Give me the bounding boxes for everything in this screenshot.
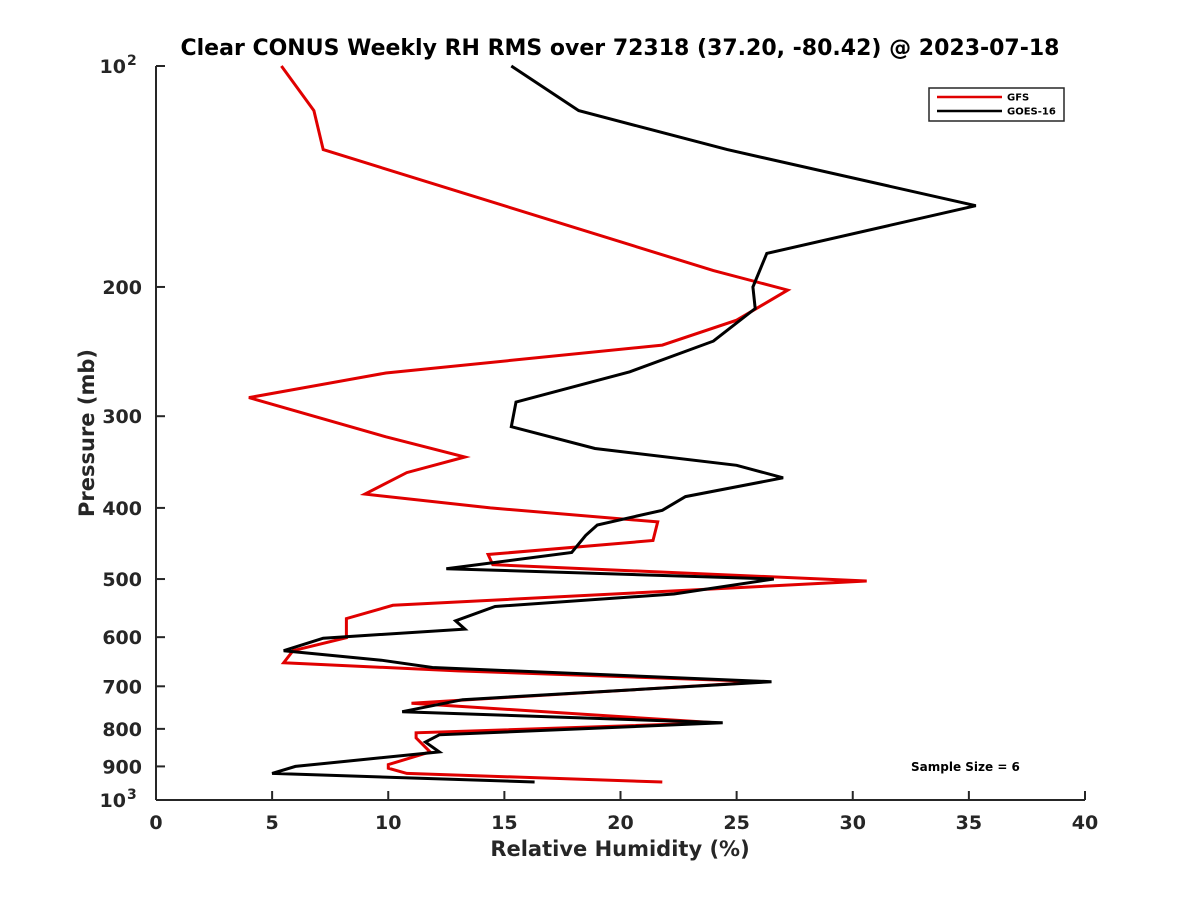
series-line-goes-16	[271, 64, 977, 784]
x-tick-label: 5	[266, 812, 279, 834]
y-tick-label: 900	[102, 756, 142, 778]
y-tick-label: 400	[102, 498, 142, 520]
x-tick-label: 40	[1072, 812, 1098, 834]
x-axis-ticks: 0 5 10 15 20 25 30 35 40	[149, 791, 1098, 834]
y-tick-label: 600	[102, 627, 142, 649]
legend-label: GFS	[1007, 93, 1029, 104]
x-tick-label: 30	[840, 812, 866, 834]
chart-title: Clear CONUS Weekly RH RMS over 72318 (37…	[181, 36, 1060, 61]
x-tick-label: 20	[607, 812, 633, 834]
y-axis-label: Pressure (mb)	[75, 349, 99, 517]
x-tick-label: 0	[149, 812, 162, 834]
x-axis-label: Relative Humidity (%)	[490, 837, 749, 861]
legend-label: GOES-16	[1007, 107, 1056, 118]
y-tick-label: 500	[102, 569, 142, 591]
x-tick-label: 10	[375, 812, 401, 834]
y-tick-label: 800	[102, 719, 142, 741]
y-tick-label: 200	[102, 277, 142, 299]
y-tick-exponent: 2	[127, 53, 137, 69]
series-line-gfs	[248, 65, 867, 784]
y-tick-label: 10	[100, 56, 126, 78]
x-tick-label: 35	[956, 812, 982, 834]
y-tick-label: 300	[102, 406, 142, 428]
y-tick-label: 10	[100, 790, 126, 812]
x-tick-label: 15	[491, 812, 517, 834]
plot-lines	[248, 64, 977, 784]
x-tick-label: 25	[723, 812, 749, 834]
legend-box	[928, 87, 1065, 122]
y-tick-label: 700	[102, 676, 142, 698]
y-tick-exponent: 3	[127, 787, 137, 803]
sample-size-annotation: Sample Size = 6	[911, 760, 1020, 774]
legend: GFS GOES-16	[928, 87, 1065, 122]
